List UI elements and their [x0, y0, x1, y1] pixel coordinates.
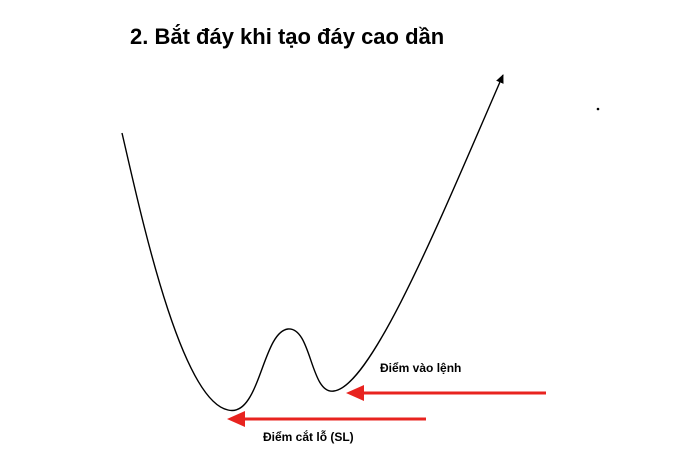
entry-label: Điểm vào lệnh — [380, 361, 461, 375]
diagram-title: 2. Bắt đáy khi tạo đáy cao dần — [130, 24, 445, 49]
stop-loss-arrow — [227, 411, 426, 427]
stop-loss-label: Điểm cắt lỗ (SL) — [263, 429, 354, 444]
stray-dot — [596, 107, 600, 111]
entry-arrow — [346, 385, 546, 401]
price-curve — [121, 74, 504, 411]
